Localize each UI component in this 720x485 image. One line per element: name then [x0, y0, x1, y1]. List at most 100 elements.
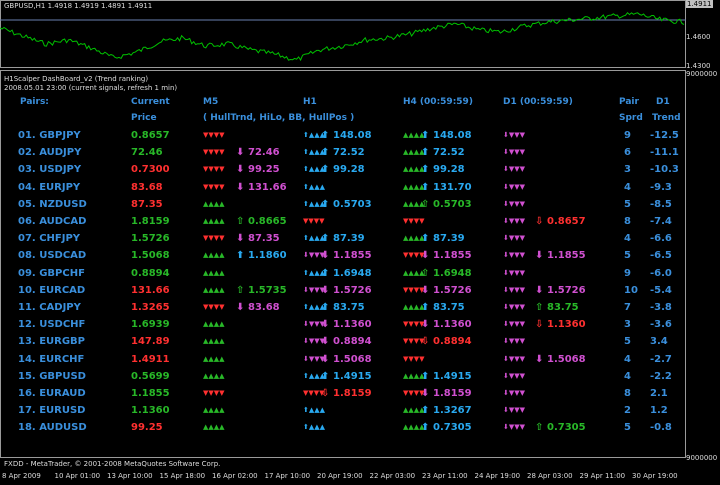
d1-signals: ⬇▼▼▼ — [503, 199, 526, 208]
x-tick-label: 13 Apr 10:00 — [107, 472, 153, 480]
header-price: Price — [131, 113, 157, 123]
pair-name: 09. GBPCHF — [18, 267, 85, 279]
x-tick-label: 10 Apr 01:00 — [54, 472, 101, 480]
h4-arrow-icon: ⬆ — [421, 164, 430, 176]
h4-signals: ▲▲▲▲ — [403, 406, 425, 415]
d1-arrow-icon: ⬇ — [535, 353, 544, 365]
header-m5-sub: ( HullTrnd, HiLo, BB, HullPos ) — [203, 113, 355, 123]
h4-arrow-icon: ⬇ — [421, 388, 430, 399]
h1-signals: ▼▼▼▼ — [303, 217, 325, 225]
table-row: 10. EURCAD 131.66 ▲▲▲▲ ⇧ 1.5735 ⬇▼▼▼ ⬇ 1.5726 ▼▼… — [0, 282, 686, 299]
m5-signals: ▲▲▲▲ — [203, 251, 225, 260]
current-price: 0.8657 — [131, 130, 170, 141]
h4-arrow-icon: ⬇ — [421, 250, 430, 262]
d1-arrow-icon: ⬇ — [535, 284, 544, 296]
d1-trend-value: -6.5 — [650, 250, 672, 262]
m5-entry-price: 87.35 — [248, 233, 280, 245]
h1-entry-price: 1.1360 — [333, 319, 372, 331]
m5-signals: ▼▼▼▼ — [203, 389, 225, 397]
d1-trend-value: -3.6 — [650, 319, 672, 331]
d1-entry-price: 1.5068 — [547, 353, 586, 365]
pair-spread: 3 — [624, 164, 631, 176]
table-row: 06. AUDCAD 1.8159 ▲▲▲▲ ⇧ 0.8665 ▼▼▼▼ ▼▼▼▼ ⬇▼▼▼ ⇩… — [0, 213, 686, 230]
pair-spread: 8 — [624, 216, 631, 227]
price-scale-mid: 1.4600 — [686, 33, 711, 41]
d1-signals: ⬇▼▼▼ — [503, 406, 526, 415]
h1-arrow-icon: ⬆ — [321, 198, 330, 210]
d1-trend-value: -0.8 — [650, 422, 672, 434]
m5-signals: ▼▼▼▼ — [203, 182, 225, 191]
pair-spread: 9 — [624, 267, 631, 279]
h4-signals: ▲▲▲▲ — [403, 131, 425, 139]
m5-arrow-icon: ⬇ — [236, 147, 245, 159]
h1-signals: ▼▼▼▼ — [303, 389, 325, 397]
pair-spread: 3 — [624, 319, 631, 331]
d1-arrow-icon: ⇩ — [535, 216, 544, 227]
m5-entry-price: 72.46 — [248, 147, 280, 159]
pair-spread: 5 — [624, 336, 631, 348]
pair-name: 11. CADJPY — [18, 302, 81, 313]
dashboard-chart-window[interactable]: 9000000 9000000 — [0, 70, 720, 485]
d1-trend-value: -7.4 — [650, 216, 672, 227]
header-trend: Trend — [652, 113, 681, 123]
h4-signals: ▲▲▲▲ — [403, 182, 425, 191]
x-tick-label: 30 Apr 19:00 — [632, 472, 678, 480]
pair-spread: 5 — [624, 198, 631, 210]
m5-signals: ▲▲▲▲ — [203, 320, 225, 329]
h1-entry-price: 1.5068 — [333, 353, 372, 365]
m5-signals: ▼▼▼▼ — [203, 165, 225, 174]
h4-entry-price: 99.28 — [433, 164, 465, 176]
d1-signals: ⬇▼▼▼ — [503, 217, 526, 225]
m5-arrow-icon: ⇧ — [236, 216, 245, 227]
d1-trend-value: -6.0 — [650, 267, 672, 279]
h4-entry-price: 1.6948 — [433, 267, 472, 279]
current-price-label: 1.4911 — [686, 0, 713, 8]
m5-signals: ▲▲▲▲ — [203, 217, 225, 225]
h4-arrow-icon: ⇩ — [421, 336, 430, 348]
pair-name: 15. GBPUSD — [18, 370, 86, 382]
m5-arrow-icon: ⬇ — [236, 181, 245, 193]
pair-spread: 10 — [624, 284, 638, 296]
h1-arrow-icon: ⬆ — [321, 233, 330, 245]
h4-entry-price: 87.39 — [433, 233, 465, 245]
d1-trend-value: 1.2 — [650, 405, 668, 417]
m5-signals: ▲▲▲▲ — [203, 199, 225, 208]
top-chart-frame — [0, 0, 686, 68]
table-row: 13. EURGBP 147.89 ▲▲▲▲ ⬇▼▼▼ ⬇ 0.8894 ▼▼▼▼ ⇩ 0.88… — [0, 333, 686, 350]
m5-signals: ▲▲▲▲ — [203, 268, 225, 277]
h1-signals: ⬆▲▲▲ — [303, 182, 326, 191]
d1-trend-value: -2.7 — [650, 353, 672, 365]
pair-spread: 6 — [624, 147, 631, 159]
h4-entry-price: 0.5703 — [433, 198, 472, 210]
h4-signals: ▲▲▲▲ — [403, 303, 425, 311]
h4-signals: ▼▼▼▼ — [403, 320, 425, 329]
table-row: 18. AUDUSD 99.25 ▲▲▲▲ ⬆▲▲▲ ▲▲▲▲ ⬆ 0.7305 ⬇▼▼▼ ⇧ 0… — [0, 419, 686, 436]
h1-arrow-icon: ⬇ — [321, 319, 330, 331]
d1-signals: ⬇▼▼▼ — [503, 234, 526, 243]
d1-signals: ⬇▼▼▼ — [503, 389, 526, 397]
m5-arrow-icon: ⬇ — [236, 302, 245, 313]
h4-entry-price: 1.3267 — [433, 405, 472, 417]
d1-entry-price: 83.75 — [547, 302, 579, 313]
h4-entry-price: 1.1360 — [433, 319, 472, 331]
h4-signals: ▲▲▲▲ — [403, 234, 425, 243]
h1-arrow-icon: ⬆ — [321, 147, 330, 159]
h1-signals: ⬇▼▼▼ — [303, 285, 326, 294]
pair-spread: 9 — [624, 130, 631, 141]
current-price: 1.6939 — [131, 319, 170, 331]
d1-signals: ⬇▼▼▼ — [503, 371, 526, 380]
h1-signals: ⬆▲▲▲ — [303, 131, 326, 139]
m5-signals: ▲▲▲▲ — [203, 371, 225, 380]
d1-trend-value: -5.4 — [650, 284, 672, 296]
table-row: 09. GBPCHF 0.8894 ▲▲▲▲ ⬆▲▲▲ ⬆ 1.6948 ▲▲▲▲ ⇧ 1.69… — [0, 265, 686, 282]
m5-entry-price: 1.5735 — [248, 284, 287, 296]
pair-spread: 2 — [624, 405, 631, 417]
m5-arrow-icon: ⇧ — [236, 284, 245, 296]
h4-arrow-icon: ⬆ — [421, 370, 430, 382]
gbpusd-h1-chart-window[interactable]: GBPUSD,H1 1.4918 1.4919 1.4891 1.4911 1.… — [0, 0, 720, 70]
current-price: 83.68 — [131, 181, 163, 193]
h4-arrow-icon: ⬇ — [421, 284, 430, 296]
h1-signals: ⬆▲▲▲ — [303, 423, 326, 432]
current-price: 0.5699 — [131, 370, 170, 382]
h1-signals: ⬆▲▲▲ — [303, 199, 326, 208]
